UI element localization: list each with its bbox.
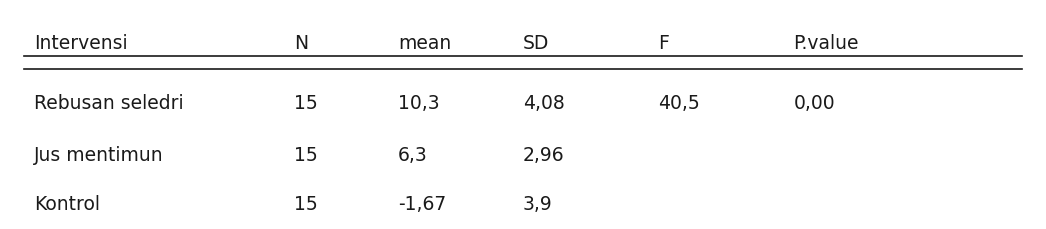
Text: Kontrol: Kontrol: [33, 194, 100, 213]
Text: -1,67: -1,67: [399, 194, 447, 213]
Text: mean: mean: [399, 33, 452, 52]
Text: 15: 15: [294, 94, 318, 113]
Text: 40,5: 40,5: [658, 94, 700, 113]
Text: 6,3: 6,3: [399, 145, 428, 164]
Text: 15: 15: [294, 145, 318, 164]
Text: N: N: [294, 33, 309, 52]
Text: 4,08: 4,08: [523, 94, 565, 113]
Text: Rebusan seledri: Rebusan seledri: [33, 94, 184, 113]
Text: 15: 15: [294, 194, 318, 213]
Text: Jus mentimun: Jus mentimun: [33, 145, 163, 164]
Text: 2,96: 2,96: [523, 145, 565, 164]
Text: F: F: [658, 33, 669, 52]
Text: Intervensi: Intervensi: [33, 33, 128, 52]
Text: P.value: P.value: [794, 33, 859, 52]
Text: 3,9: 3,9: [523, 194, 552, 213]
Text: 0,00: 0,00: [794, 94, 835, 113]
Text: 10,3: 10,3: [399, 94, 439, 113]
Text: SD: SD: [523, 33, 549, 52]
